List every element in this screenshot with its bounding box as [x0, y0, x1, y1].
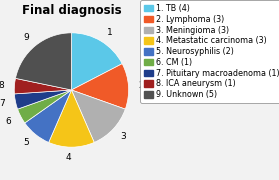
Text: 2: 2: [139, 81, 144, 90]
Text: 4: 4: [66, 153, 71, 162]
Text: 7: 7: [0, 99, 5, 108]
Title: Final diagnosis: Final diagnosis: [22, 4, 121, 17]
Wedge shape: [25, 90, 71, 142]
Text: 9: 9: [23, 33, 29, 42]
Wedge shape: [14, 78, 71, 94]
Wedge shape: [71, 64, 129, 109]
Wedge shape: [18, 90, 71, 123]
Legend: 1. TB (4), 2. Lymphoma (3), 3. Meningioma (3), 4. Metastatic carcinoma (3), 5. N: 1. TB (4), 2. Lymphoma (3), 3. Meningiom…: [140, 0, 279, 103]
Wedge shape: [15, 90, 71, 109]
Wedge shape: [49, 90, 94, 147]
Wedge shape: [71, 33, 122, 90]
Text: 5: 5: [23, 138, 29, 147]
Text: 3: 3: [121, 132, 126, 141]
Text: 6: 6: [6, 116, 11, 125]
Wedge shape: [71, 90, 125, 142]
Wedge shape: [16, 33, 71, 90]
Text: 8: 8: [0, 81, 4, 90]
Text: 1: 1: [107, 28, 112, 37]
